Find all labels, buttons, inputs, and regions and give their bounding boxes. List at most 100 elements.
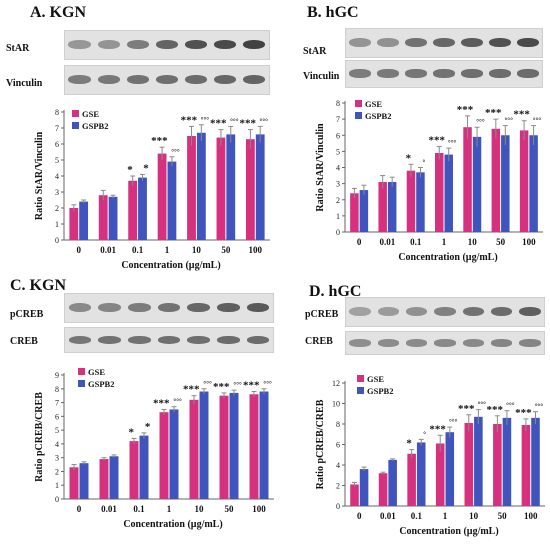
panel-title: C. KGN — [10, 277, 66, 294]
significance-asterisk: *** — [243, 380, 260, 392]
x-tick-label: 10 — [192, 245, 202, 255]
x-tick-label: 0.1 — [132, 245, 144, 255]
bar-gse — [98, 195, 108, 240]
x-tick-label: 0 — [357, 237, 362, 247]
y-tick-label: 2 — [336, 482, 340, 491]
y-tick-label: 6 — [336, 441, 340, 450]
legend-label: GSPB2 — [367, 386, 393, 396]
legend-swatch — [72, 110, 79, 117]
bar-gse — [219, 395, 229, 499]
bar-gse — [157, 153, 167, 240]
bar-gspb2 — [259, 391, 269, 499]
significance-degree: °°° — [533, 117, 542, 125]
bar-gspb2 — [416, 442, 426, 506]
blot-band — [246, 302, 270, 313]
y-tick-label: 1 — [336, 212, 340, 221]
blot-band — [68, 302, 92, 313]
western-blot-strip — [64, 327, 274, 353]
x-tick-label: 0.1 — [411, 511, 423, 521]
y-tick-label: 4 — [55, 172, 59, 181]
blot-label: CREB — [305, 336, 333, 347]
legend-label: GSE — [367, 374, 384, 384]
significance-degree: °°° — [171, 148, 180, 156]
bar-gspb2 — [79, 201, 89, 240]
significance-degree: °°° — [203, 380, 212, 388]
bar-gspb2 — [169, 409, 179, 499]
bar-gse — [406, 170, 416, 232]
significance-asterisk: *** — [181, 114, 198, 126]
bar-gspb2 — [139, 435, 149, 499]
blot-band — [489, 69, 511, 79]
bar-gspb2 — [416, 172, 425, 232]
x-tick-label: 0.01 — [100, 245, 116, 255]
bar-gse — [350, 484, 359, 506]
y-tick-label: 0 — [336, 228, 340, 237]
blot-band — [405, 37, 427, 48]
x-tick-label: 0 — [77, 504, 82, 514]
blot-band — [489, 37, 511, 48]
western-blot-strip — [345, 297, 545, 327]
significance-degree: °°° — [476, 118, 485, 126]
significance-degree: °°° — [449, 418, 458, 426]
significance-degree: °°° — [233, 381, 242, 389]
significance-asterisk: * — [406, 152, 412, 164]
y-tick-label: 7 — [336, 115, 340, 124]
bar-gspb2 — [529, 135, 538, 232]
y-tick-label: 4 — [55, 440, 59, 449]
y-axis-label: Ratio pCREB/CREB — [315, 399, 326, 489]
significance-degree: °°° — [506, 402, 515, 410]
bar-gse — [189, 399, 199, 499]
blot-band — [377, 339, 400, 347]
significance-asterisk: * — [406, 438, 412, 450]
blot-band — [217, 335, 240, 344]
bar-gse — [69, 208, 79, 240]
bar-gse — [519, 130, 529, 232]
x-tick-label: 0.01 — [101, 504, 117, 514]
blot-band — [434, 339, 456, 347]
blot-band — [405, 339, 428, 347]
blot-band — [349, 37, 371, 48]
significance-degree: °°° — [260, 117, 269, 125]
bar-gse — [159, 412, 169, 499]
blot-band — [126, 74, 149, 85]
y-tick-label: 4 — [336, 164, 340, 173]
x-tick-label: 0 — [357, 511, 362, 521]
blot-band — [246, 335, 270, 344]
blot-band — [243, 39, 266, 50]
y-tick-label: 0 — [55, 236, 59, 245]
blot-label: Vinculin — [303, 71, 340, 82]
y-tick-label: 8 — [55, 108, 59, 117]
significance-asterisk: *** — [213, 381, 230, 393]
x-tick-label: 100 — [524, 511, 538, 521]
x-tick-label: 0.1 — [133, 504, 145, 514]
bar-gspb2 — [445, 432, 455, 506]
blot-band — [490, 339, 513, 347]
blot-band — [377, 306, 400, 317]
x-tick-label: 1 — [165, 245, 170, 255]
legend-swatch — [355, 100, 362, 107]
bar-gspb2 — [138, 177, 147, 240]
significance-asterisk: * — [143, 162, 149, 174]
y-tick-label: 6 — [336, 131, 340, 140]
significance-degree: °°° — [263, 380, 272, 388]
y-tick-label: 6 — [55, 412, 59, 421]
y-tick-label: 1 — [55, 220, 59, 229]
blot-band — [97, 39, 120, 50]
legend-swatch — [78, 380, 85, 387]
bar-gspb2 — [255, 134, 265, 240]
bar-gse — [69, 467, 79, 499]
blot-band — [155, 39, 179, 50]
blot-band — [349, 69, 371, 79]
significance-asterisk: *** — [153, 397, 170, 409]
x-tick-label: 50 — [221, 245, 231, 255]
blot-band — [214, 39, 237, 50]
blot-band — [405, 306, 428, 317]
significance-degree: °°° — [448, 139, 457, 147]
legend-swatch — [357, 375, 364, 382]
bar-gspb2 — [531, 417, 540, 506]
bar-gse — [378, 473, 388, 506]
x-tick-label: 10 — [468, 237, 478, 247]
y-tick-label: 2 — [55, 467, 59, 476]
legend-swatch — [355, 112, 362, 119]
bar-gse — [521, 425, 531, 506]
